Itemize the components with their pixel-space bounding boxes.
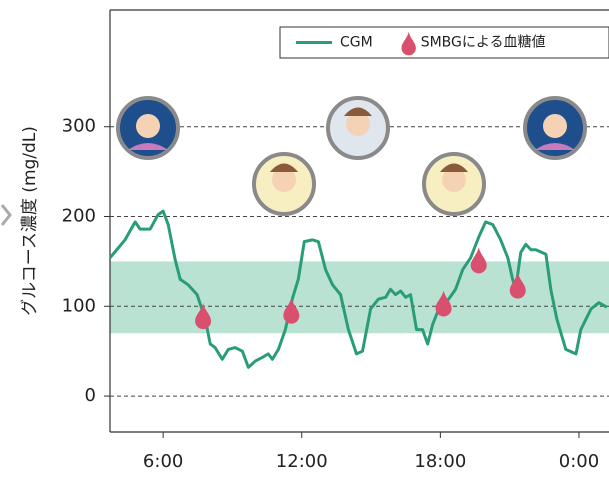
chart: 0 100 200 300 6:00 12:00 18:00 0:00 グルコース濃度 (mg… — [0, 0, 609, 475]
y-axis-label: グルコース濃度 (mg/dL) — [20, 126, 40, 316]
wash-icon — [328, 98, 388, 158]
sleep-icon — [118, 98, 178, 158]
plot-area: 0 100 200 300 6:00 12:00 18:00 0:00 — [62, 10, 609, 472]
legend-label: SMBGによる血糖値 — [421, 35, 546, 51]
y-tick-label: 300 — [62, 116, 96, 137]
y-tick-label: 200 — [62, 206, 96, 227]
x-tick-label: 6:00 — [143, 451, 183, 472]
x-tick-label: 0:00 — [559, 451, 599, 472]
legend-label: CGM — [340, 35, 373, 51]
activity-icons — [118, 98, 585, 214]
y-tick-label: 100 — [62, 295, 96, 316]
meal-icon — [254, 154, 314, 214]
x-tick-label: 18:00 — [414, 451, 466, 472]
y-tick-label: 0 — [85, 385, 96, 406]
sleep-icon — [525, 98, 585, 158]
x-tick-label: 12:00 — [276, 451, 328, 472]
legend: CGM SMBGによる血糖値 — [280, 27, 609, 58]
meal-icon — [424, 154, 484, 214]
nav-arrow — [2, 205, 10, 225]
target-range — [110, 261, 609, 333]
